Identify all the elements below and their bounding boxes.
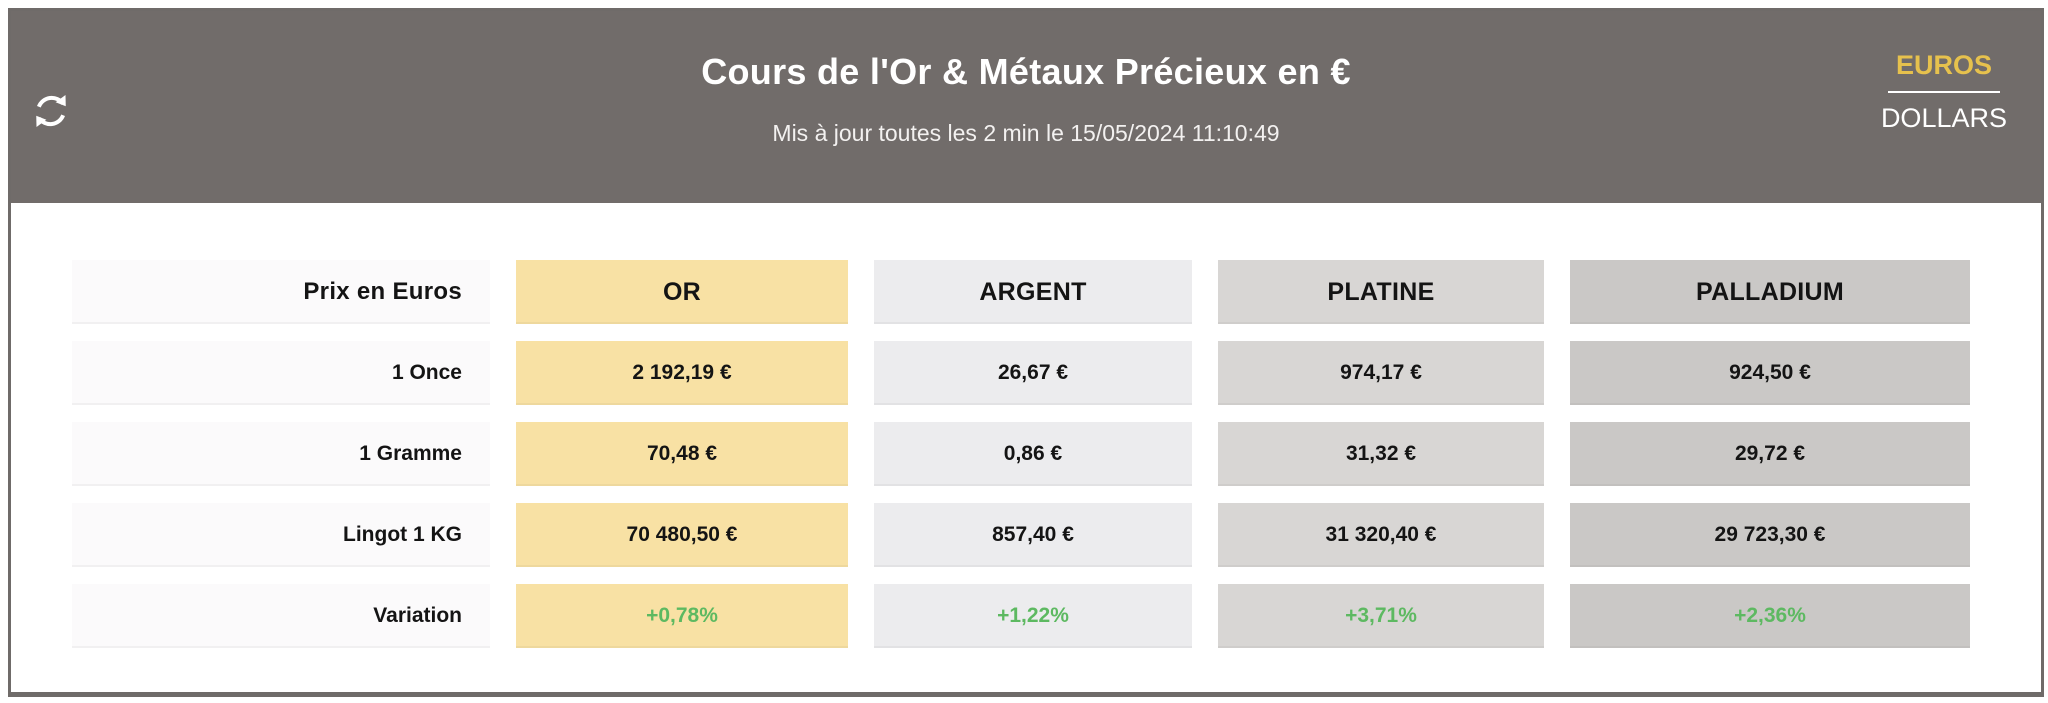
header-titles: Cours de l'Or & Métaux Précieux en € Mis…	[11, 11, 2041, 147]
cell-or-lingot-1-kg: 70 480,50 €	[516, 503, 848, 567]
widget-frame: Cours de l'Or & Métaux Précieux en € Mis…	[8, 8, 2044, 697]
cell-palladium-lingot-1-kg: 29 723,30 €	[1570, 503, 1970, 567]
currency-divider	[1887, 91, 2000, 94]
cell-or-1-gramme: 70,48 €	[516, 422, 848, 486]
column-header-or: OR	[516, 260, 848, 324]
cell-palladium-1-once: 924,50 €	[1570, 341, 1970, 405]
table-corner-label: Prix en Euros	[72, 260, 490, 324]
cell-platine-1-once: 974,17 €	[1218, 341, 1544, 405]
cell-platine-lingot-1-kg: 31 320,40 €	[1218, 503, 1544, 567]
header: Cours de l'Or & Métaux Précieux en € Mis…	[11, 11, 2041, 203]
row-label-variation: Variation	[72, 584, 490, 648]
currency-option-dollars[interactable]: DOLLARS	[1880, 103, 2007, 134]
refresh-icon	[31, 95, 71, 134]
cell-platine-variation: +3,71%	[1218, 584, 1544, 648]
cell-palladium-variation: +2,36%	[1570, 584, 1970, 648]
cell-or-variation: +0,78%	[516, 584, 848, 648]
row-label-1-gramme: 1 Gramme	[72, 422, 490, 486]
cell-argent-variation: +1,22%	[874, 584, 1192, 648]
column-header-palladium: PALLADIUM	[1570, 260, 1970, 324]
currency-option-euros[interactable]: EUROS	[1895, 50, 1992, 80]
cell-argent-1-once: 26,67 €	[874, 341, 1192, 405]
cell-argent-1-gramme: 0,86 €	[874, 422, 1192, 486]
page-title: Cours de l'Or & Métaux Précieux en €	[701, 51, 1351, 92]
column-header-platine: PLATINE	[1218, 260, 1544, 324]
last-updated-text: Mis à jour toutes les 2 min le 15/05/202…	[772, 120, 1280, 146]
cell-palladium-1-gramme: 29,72 €	[1570, 422, 1970, 486]
cell-or-1-once: 2 192,19 €	[516, 341, 848, 405]
refresh-button[interactable]	[31, 91, 71, 131]
row-label-lingot-1-kg: Lingot 1 KG	[72, 503, 490, 567]
row-label-1-once: 1 Once	[72, 341, 490, 405]
prices-table: Prix en Euros OR ARGENT PLATINE PALLADIUM 1 O…	[72, 260, 1981, 648]
cell-argent-lingot-1-kg: 857,40 €	[874, 503, 1192, 567]
cell-platine-1-gramme: 31,32 €	[1218, 422, 1544, 486]
currency-toggle: EUROS DOLLARS	[1881, 49, 2007, 135]
table-area: Prix en Euros OR ARGENT PLATINE PALLADIUM 1 O…	[11, 203, 2041, 648]
column-header-argent: ARGENT	[874, 260, 1192, 324]
